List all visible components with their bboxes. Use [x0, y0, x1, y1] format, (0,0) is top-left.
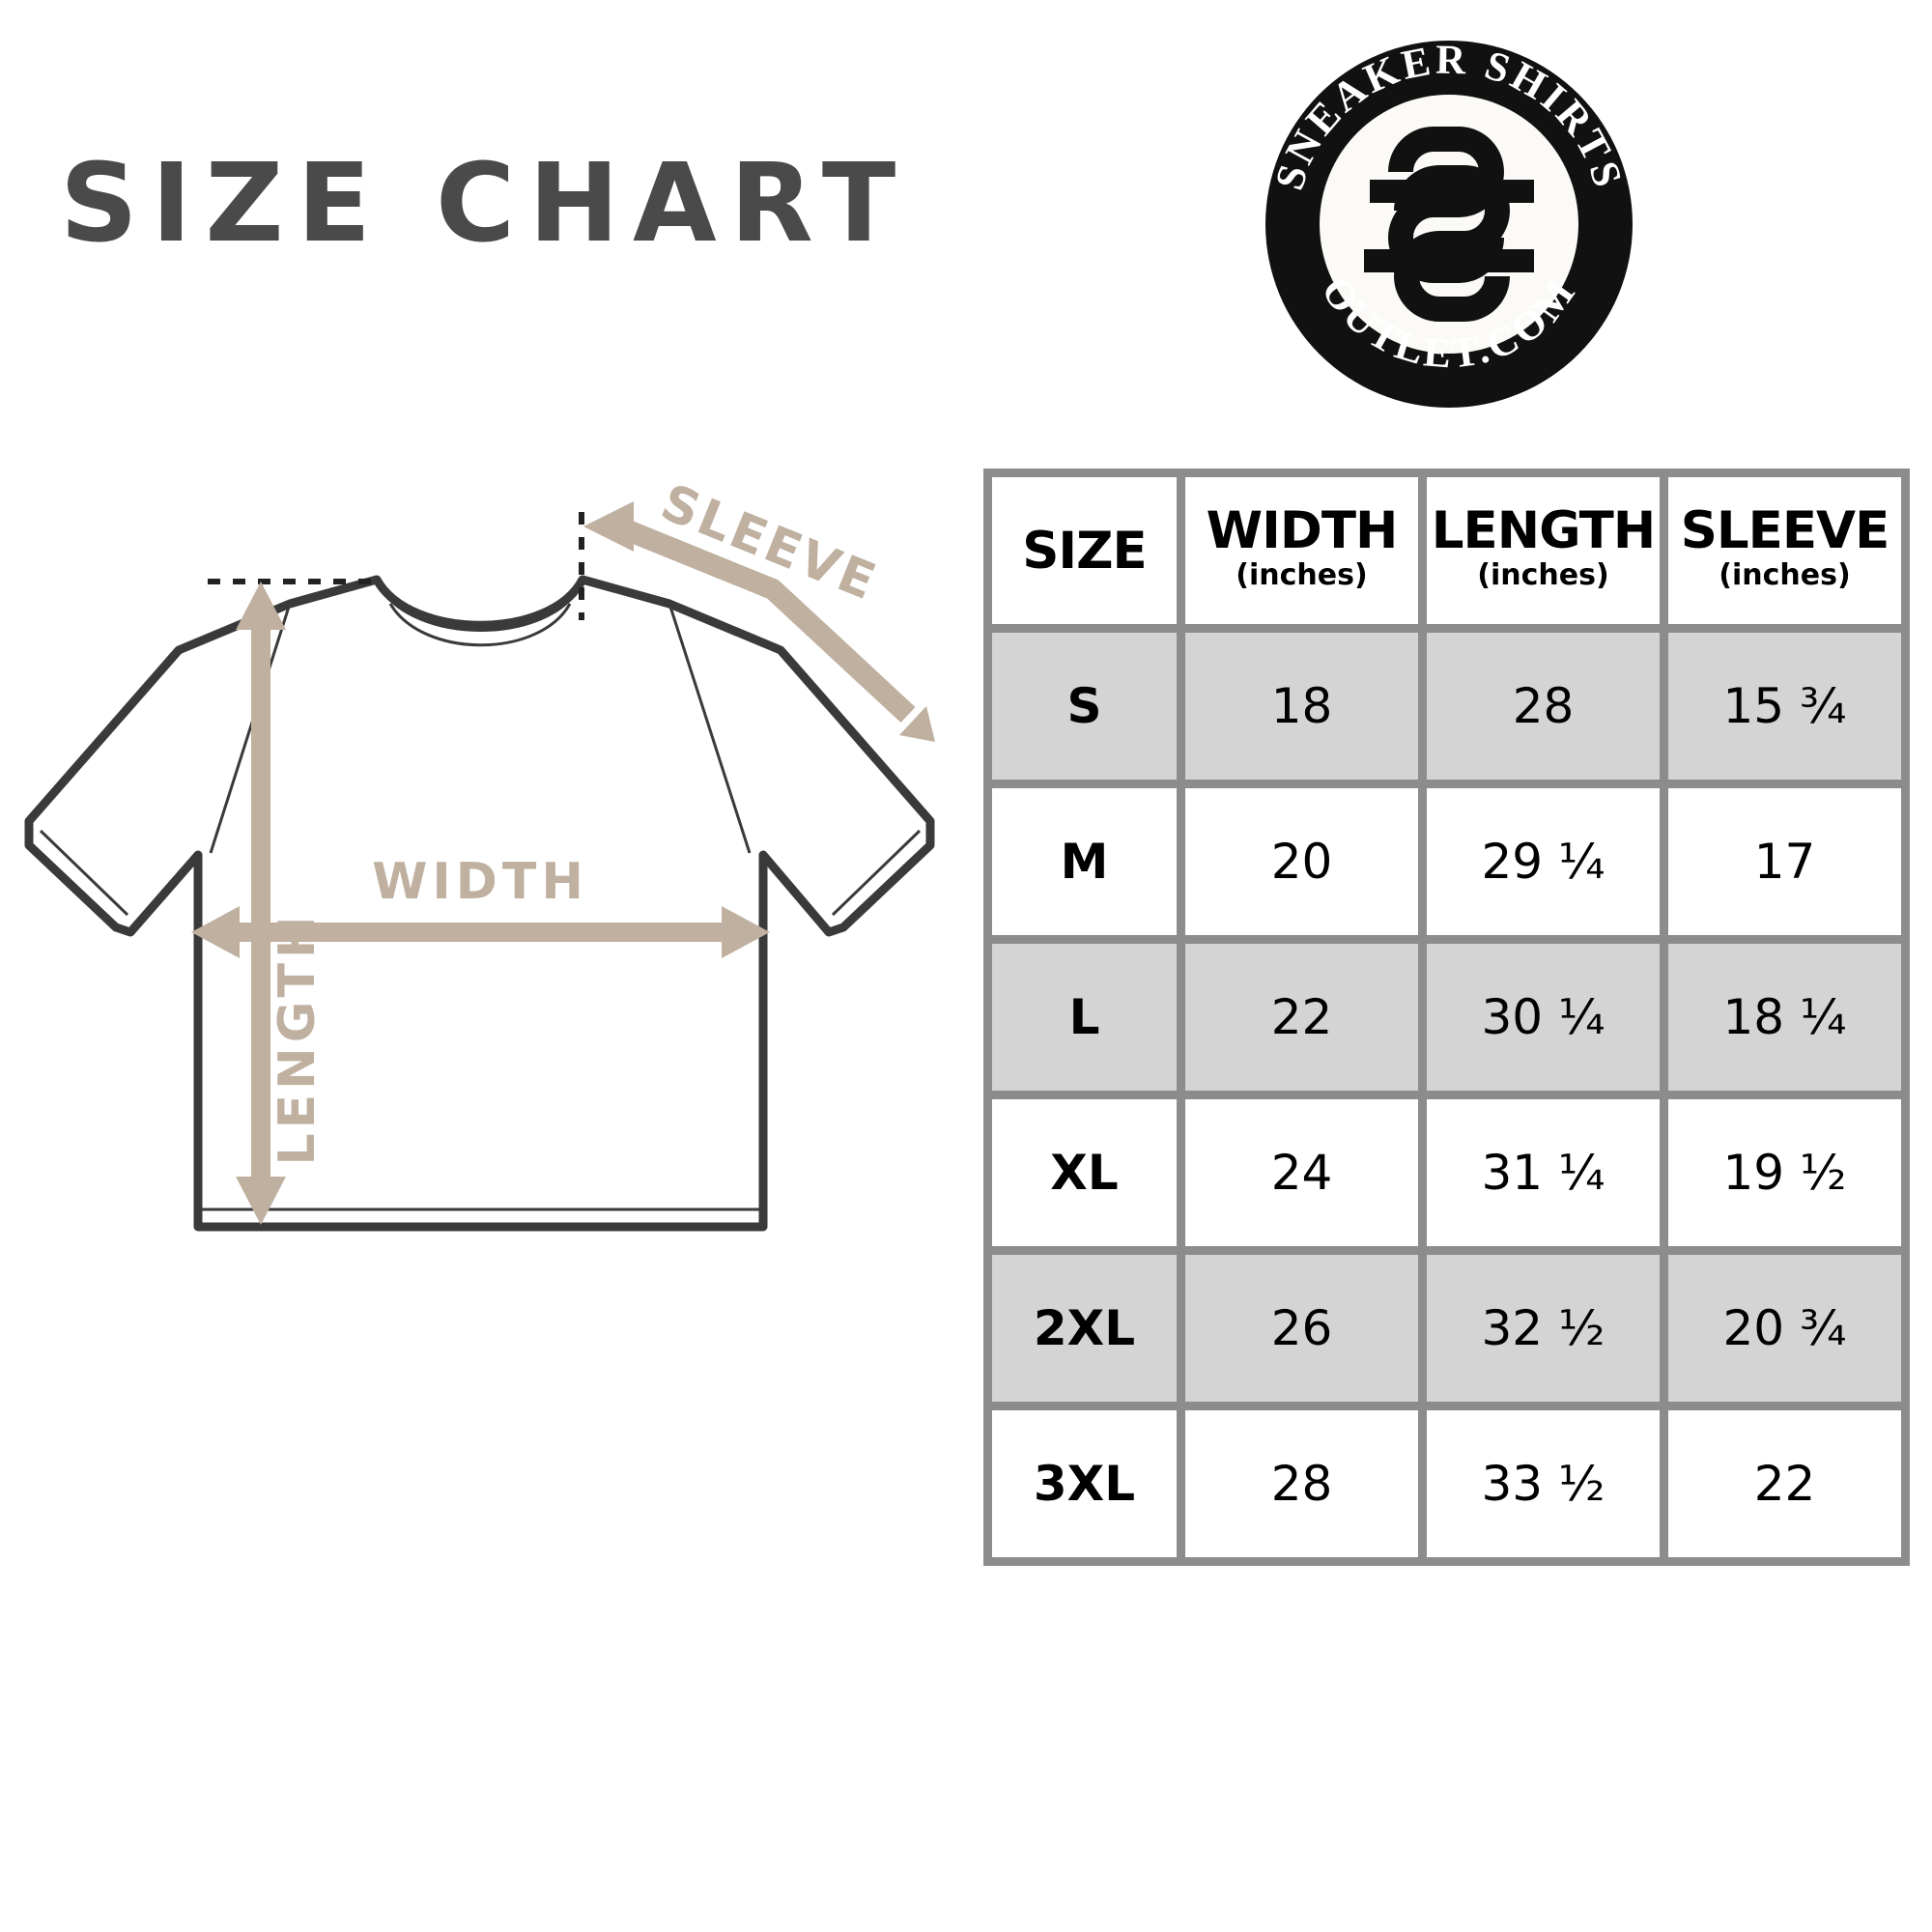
cell-size: XL [983, 1091, 1185, 1255]
cell-length: 32 ½ [1418, 1246, 1668, 1410]
cell-width: 24 [1177, 1091, 1427, 1255]
cell-width: 20 [1177, 780, 1427, 944]
table-row: S 18 28 15 ¾ [983, 624, 1910, 788]
cell-sleeve: 18 ¼ [1660, 935, 1910, 1099]
column-header-size-main: SIZE [1022, 521, 1148, 581]
cell-size: 2XL [983, 1246, 1185, 1410]
column-header-length: LENGTH (inches) [1418, 469, 1668, 633]
width-label: WIDTH [372, 853, 588, 911]
logo-monogram-icon [1364, 127, 1534, 322]
table-header-row: SIZE WIDTH (inches) LENGTH (inches) SLEE… [983, 469, 1910, 633]
column-header-length-sub: (inches) [1477, 558, 1609, 593]
sleeve-measure-arrow [583, 501, 935, 742]
cell-size: L [983, 935, 1185, 1099]
cell-size: S [983, 624, 1185, 788]
column-header-size: SIZE [983, 469, 1185, 633]
table-row: 2XL 26 32 ½ 20 ¾ [983, 1246, 1910, 1410]
cell-sleeve: 22 [1660, 1402, 1910, 1566]
column-header-width-sub: (inches) [1236, 558, 1368, 593]
cell-size: M [983, 780, 1185, 944]
cell-length: 28 [1418, 624, 1668, 788]
page-title: SIZE CHART [60, 141, 910, 267]
table-row: 3XL 28 33 ½ 22 [983, 1402, 1910, 1566]
cell-sleeve: 20 ¾ [1660, 1246, 1910, 1410]
column-header-length-main: LENGTH [1431, 501, 1656, 561]
column-header-sleeve-sub: (inches) [1719, 558, 1851, 593]
cell-size: 3XL [983, 1402, 1185, 1566]
length-label: LENGTH [269, 912, 327, 1166]
cell-length: 31 ¼ [1418, 1091, 1668, 1255]
size-chart-table: SIZE WIDTH (inches) LENGTH (inches) SLEE… [983, 469, 1910, 1566]
cell-length: 29 ¼ [1418, 780, 1668, 944]
length-measure-arrow [236, 582, 286, 1225]
cell-width: 22 [1177, 935, 1427, 1099]
table-row: M 20 29 ¼ 17 [983, 780, 1910, 944]
cell-sleeve: 15 ¾ [1660, 624, 1910, 788]
cell-width: 28 [1177, 1402, 1427, 1566]
cell-sleeve: 19 ½ [1660, 1091, 1910, 1255]
table-row: XL 24 31 ¼ 19 ½ [983, 1091, 1910, 1255]
cell-width: 26 [1177, 1246, 1427, 1410]
tshirt-diagram: SLEEVE WIDTH LENGTH [0, 406, 966, 1294]
cell-length: 33 ½ [1418, 1402, 1668, 1566]
brand-logo: SNEAKER SHIRTS OUTLET.COM [1256, 31, 1642, 417]
column-header-sleeve: SLEEVE (inches) [1660, 469, 1910, 633]
column-header-width-main: WIDTH [1206, 501, 1399, 561]
column-header-sleeve-main: SLEEVE [1680, 501, 1890, 561]
cell-length: 30 ¼ [1418, 935, 1668, 1099]
column-header-width: WIDTH (inches) [1177, 469, 1427, 633]
width-measure-arrow [191, 906, 770, 958]
table-row: L 22 30 ¼ 18 ¼ [983, 935, 1910, 1099]
cell-width: 18 [1177, 624, 1427, 788]
cell-sleeve: 17 [1660, 780, 1910, 944]
